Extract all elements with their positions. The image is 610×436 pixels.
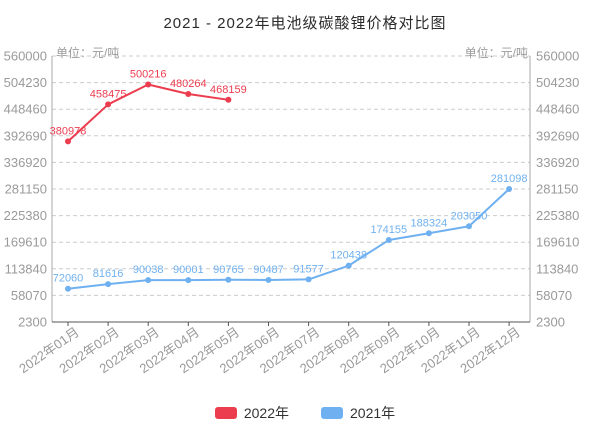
data-point[interactable] (506, 186, 513, 193)
y-axis-tick-label-left: 225380 (4, 208, 47, 223)
y-axis-tick-label-right: 58070 (536, 288, 572, 303)
series-2021年: 72060 81616 90038 90001 90765 90487 91577 12043… (53, 173, 528, 292)
legend-label: 2022年 (243, 405, 289, 421)
price-chart: 2300 2300 58070 58070 113840 113840 169610 1696… (4, 49, 580, 377)
legend-marker (321, 407, 343, 419)
y-axis-tick-label-left: 281150 (5, 182, 47, 197)
y-axis-tick-label-right: 560000 (536, 49, 579, 64)
legend-marker (214, 407, 237, 419)
data-point-label: 480264 (170, 78, 207, 90)
data-point[interactable] (305, 276, 312, 283)
data-point-label: 188324 (411, 217, 448, 229)
legend: 2022年 2021年 (0, 403, 610, 423)
y-axis-tick-label-left: 169610 (4, 235, 47, 250)
gridlines (52, 55, 530, 296)
data-point[interactable] (466, 223, 472, 230)
y-axis-tick-label-right: 281150 (536, 182, 578, 197)
data-point-label: 174155 (370, 224, 407, 236)
y-axis-tick-label-left: 113840 (5, 261, 47, 276)
data-point[interactable] (145, 81, 152, 88)
data-point[interactable] (385, 237, 392, 244)
data-point-label: 500216 (130, 69, 167, 81)
y-axis-tick-label-left: 504230 (4, 75, 47, 90)
y-axis-tick-label-right: 169610 (536, 235, 579, 250)
legend-item-2021年[interactable]: 2021年 (321, 403, 395, 423)
data-point[interactable] (65, 285, 71, 292)
data-point[interactable] (145, 277, 152, 284)
y-axis-tick-label-left: 392690 (4, 128, 47, 143)
y-axis-tick-label-left: 2300 (18, 315, 47, 330)
y-axis-tick-label-right: 336920 (536, 155, 579, 170)
data-point-label: 81616 (93, 268, 124, 280)
data-point-label: 458475 (90, 88, 127, 100)
series-line (67, 188, 510, 290)
data-point[interactable] (105, 281, 112, 288)
data-point[interactable] (265, 276, 272, 283)
y-axis-tick-label-right: 113840 (536, 261, 578, 276)
data-point-label: 91577 (293, 263, 324, 275)
y-axis-tick-label-right: 2300 (536, 315, 565, 330)
y-axis-tick-label-right: 392690 (536, 128, 579, 143)
data-point[interactable] (425, 230, 432, 237)
data-point[interactable] (105, 101, 112, 108)
data-point-label: 380978 (50, 125, 87, 137)
data-point-label: 468159 (210, 84, 247, 96)
data-point[interactable] (185, 277, 192, 284)
chart-title: 2021 - 2022年电池级碳酸锂价格对比图 (163, 15, 447, 32)
data-point[interactable] (185, 91, 192, 98)
y-axis-tick-label-left: 448460 (4, 102, 47, 117)
legend-item-2022年[interactable]: 2022年 (214, 403, 289, 423)
y-axis-labels: 2300 2300 58070 58070 113840 113840 169610 1696… (4, 49, 580, 330)
y-axis-tick-label-left: 58070 (11, 288, 47, 303)
data-point[interactable] (345, 262, 352, 269)
data-point-label: 90487 (253, 264, 284, 276)
y-axis-tick-label-right: 504230 (536, 75, 579, 90)
x-axis-labels: 2022年01月2022年02月2022年03月2022年04月2022年05月… (16, 322, 523, 376)
data-point-label: 90001 (173, 264, 204, 276)
data-point-label: 281098 (491, 173, 528, 185)
data-point-label: 72060 (53, 273, 84, 285)
data-point-label: 120438 (330, 250, 367, 262)
legend-label: 2021年 (350, 405, 396, 421)
data-point-label: 90038 (133, 264, 164, 276)
data-point[interactable] (225, 96, 232, 103)
data-point[interactable] (65, 138, 71, 145)
data-point[interactable] (225, 276, 232, 283)
y-axis-tick-label-right: 448460 (536, 102, 579, 117)
data-point-label: 90765 (213, 264, 244, 276)
y-axis-tick-label-right: 225380 (536, 208, 579, 223)
y-axis-tick-label-left: 560000 (4, 49, 47, 64)
y-axis-tick-label-left: 336920 (4, 155, 47, 170)
data-point-label: 203050 (451, 210, 488, 222)
